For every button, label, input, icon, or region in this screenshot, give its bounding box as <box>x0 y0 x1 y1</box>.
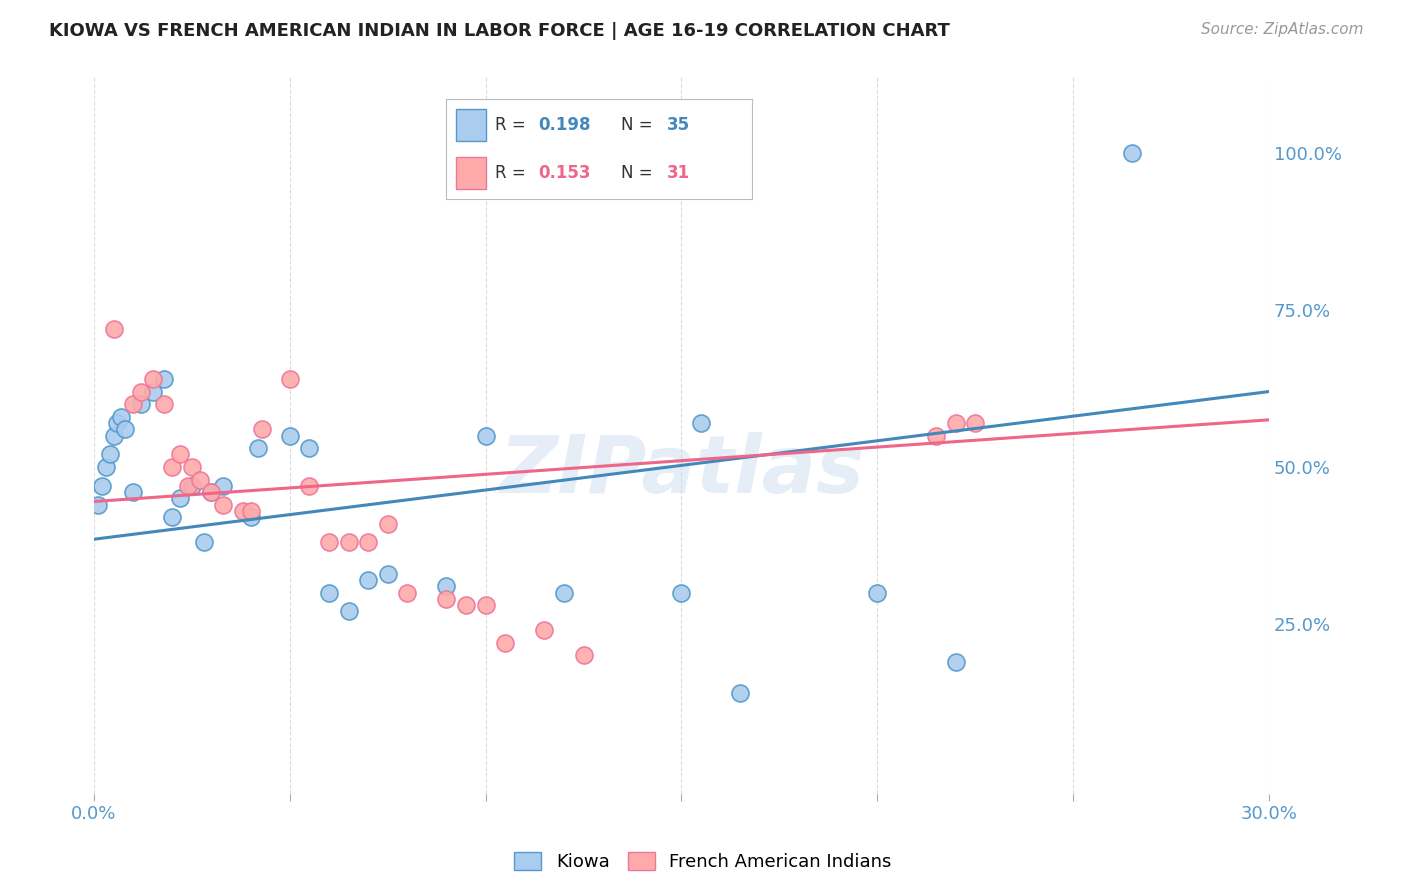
Point <box>177 479 200 493</box>
Point <box>122 397 145 411</box>
Point <box>200 485 222 500</box>
Text: ZIPatlas: ZIPatlas <box>499 433 863 510</box>
Point <box>318 585 340 599</box>
Point <box>142 384 165 399</box>
Text: Source: ZipAtlas.com: Source: ZipAtlas.com <box>1201 22 1364 37</box>
Legend: Kiowa, French American Indians: Kiowa, French American Indians <box>508 845 898 879</box>
Point <box>180 479 202 493</box>
Point <box>200 485 222 500</box>
Point <box>103 322 125 336</box>
Point <box>110 409 132 424</box>
Point <box>169 491 191 506</box>
Point <box>454 598 477 612</box>
Point <box>98 447 121 461</box>
Point <box>180 460 202 475</box>
Point <box>298 479 321 493</box>
Point <box>925 428 948 442</box>
Point <box>162 510 184 524</box>
Point <box>436 579 458 593</box>
Point <box>357 573 380 587</box>
Point <box>337 535 360 549</box>
Point <box>107 416 129 430</box>
Point <box>1121 145 1143 160</box>
Point <box>162 460 184 475</box>
Point <box>87 498 110 512</box>
Point <box>212 479 235 493</box>
Point <box>474 598 496 612</box>
Point <box>318 535 340 549</box>
Point <box>169 447 191 461</box>
Point <box>728 686 751 700</box>
Point <box>103 428 125 442</box>
Point <box>129 397 152 411</box>
Point <box>129 384 152 399</box>
Point <box>153 372 176 386</box>
Point <box>188 473 211 487</box>
Point <box>298 441 321 455</box>
Point <box>232 504 254 518</box>
Point <box>866 585 889 599</box>
Point <box>247 441 270 455</box>
Point <box>337 605 360 619</box>
Point <box>153 397 176 411</box>
Point <box>945 655 967 669</box>
Text: KIOWA VS FRENCH AMERICAN INDIAN IN LABOR FORCE | AGE 16-19 CORRELATION CHART: KIOWA VS FRENCH AMERICAN INDIAN IN LABOR… <box>49 22 950 40</box>
Point <box>572 648 595 663</box>
Point <box>965 416 987 430</box>
Point <box>377 566 399 581</box>
Point <box>474 428 496 442</box>
Point <box>94 460 117 475</box>
Point <box>494 636 516 650</box>
Point <box>122 485 145 500</box>
Point <box>90 479 112 493</box>
Point <box>212 498 235 512</box>
Point <box>278 428 301 442</box>
Point <box>193 535 215 549</box>
Point <box>239 504 262 518</box>
Point <box>357 535 380 549</box>
Point <box>142 372 165 386</box>
Point <box>533 624 555 638</box>
Point <box>396 585 419 599</box>
Point <box>239 510 262 524</box>
Point <box>278 372 301 386</box>
Point <box>671 585 693 599</box>
Point <box>690 416 713 430</box>
Point <box>436 591 458 606</box>
Point <box>553 585 575 599</box>
Point <box>945 416 967 430</box>
Point <box>377 516 399 531</box>
Point <box>252 422 274 436</box>
Point <box>114 422 136 436</box>
